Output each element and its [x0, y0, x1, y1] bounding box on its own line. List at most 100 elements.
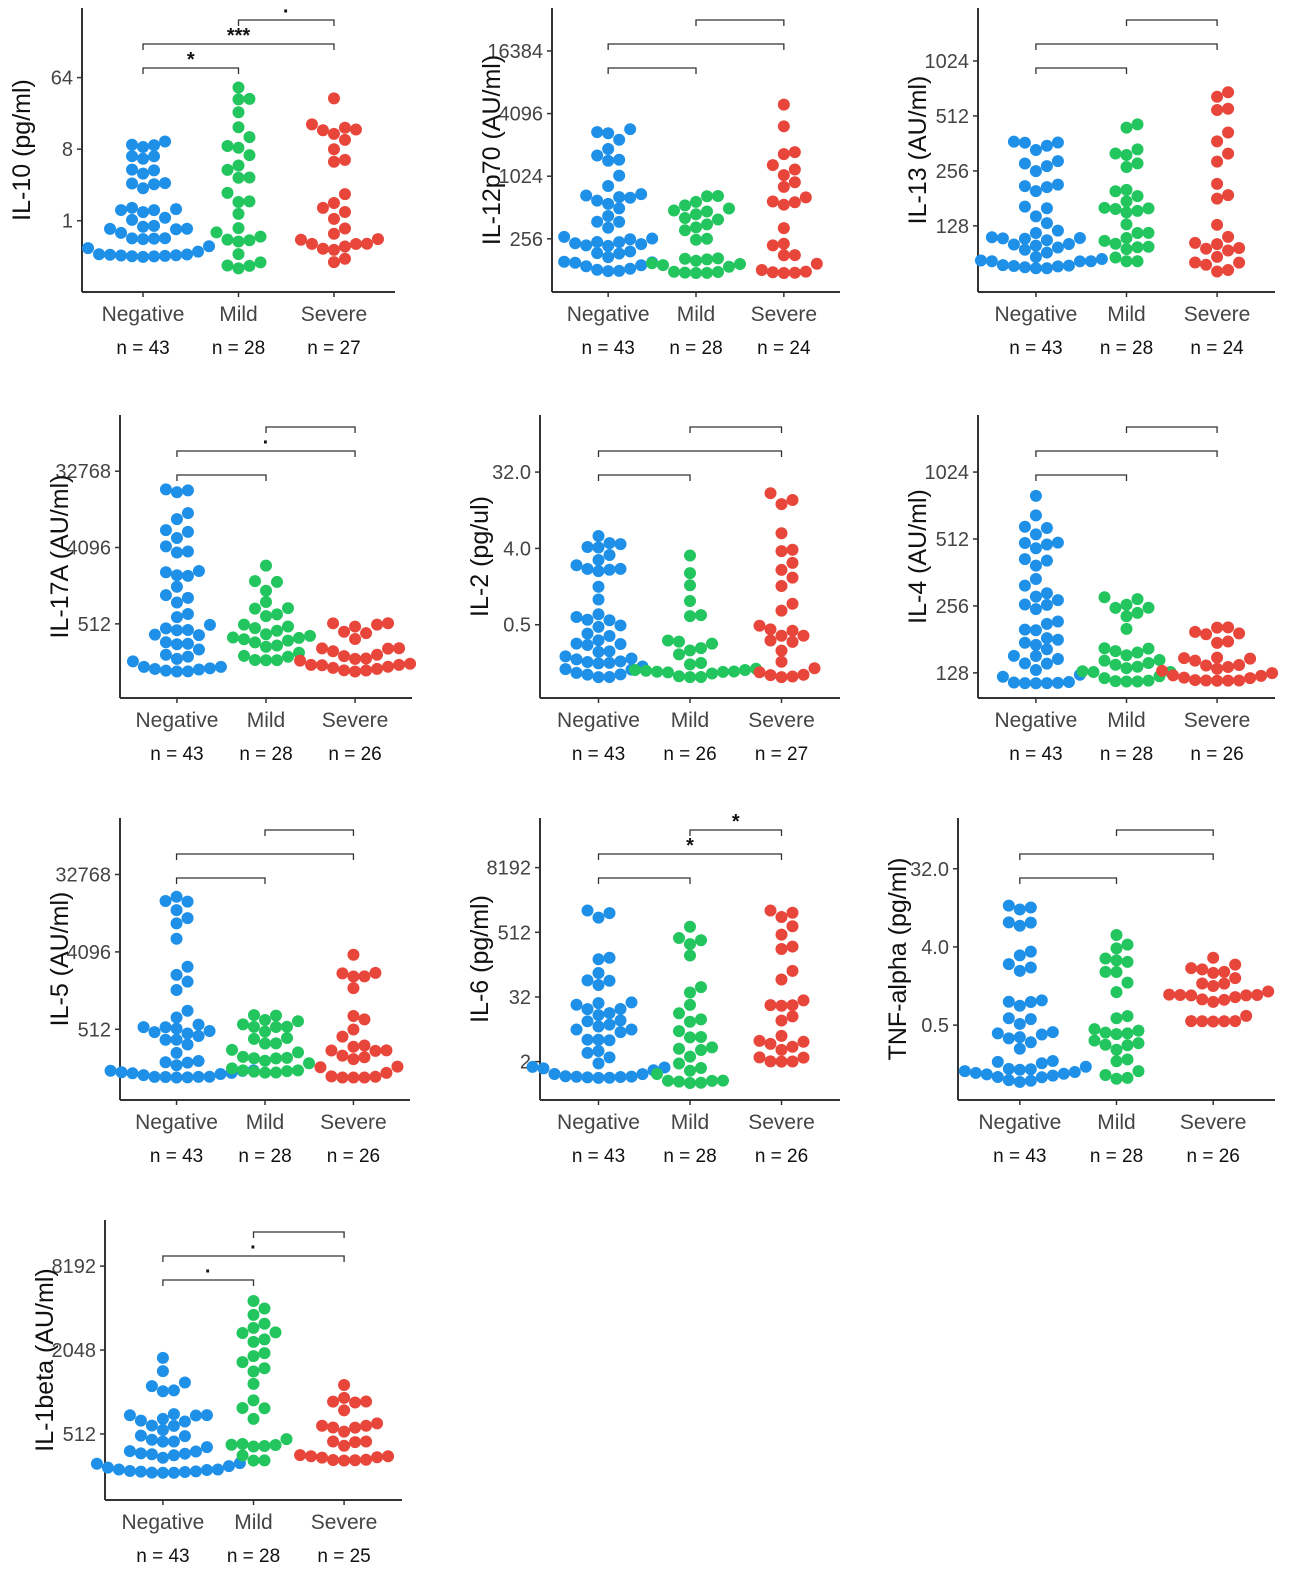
x-tick-label: Severe: [751, 303, 818, 326]
data-point-severe: [371, 618, 384, 631]
data-point-negative: [603, 1007, 616, 1020]
y-tick-label: 2: [520, 1052, 531, 1074]
data-point-negative: [181, 1071, 194, 1084]
data-point-negative: [148, 1070, 161, 1083]
data-point-negative: [137, 1021, 150, 1034]
data-point-severe: [360, 237, 373, 250]
data-point-negative: [1040, 632, 1053, 645]
data-point-mild: [254, 230, 267, 243]
data-point-mild: [282, 620, 294, 633]
data-point-severe: [1222, 674, 1235, 687]
x-tick-label: Negative: [557, 1111, 640, 1134]
data-point-severe: [1178, 652, 1191, 665]
data-point-negative: [170, 624, 183, 637]
data-point-negative: [1040, 262, 1053, 275]
data-point-severe: [1222, 126, 1235, 139]
data-point-negative: [602, 221, 615, 234]
data-point-severe: [316, 124, 329, 137]
data-point-negative: [214, 660, 227, 673]
data-point-severe: [797, 994, 810, 1007]
y-tick-label: 128: [936, 216, 969, 238]
data-point-negative: [996, 259, 1009, 272]
n-label: n = 27: [307, 338, 360, 359]
panel-1: 1 8 64 IL-10 (pg/ml) Negative n = 43 Mild n = 2…: [8, 1, 395, 359]
data-point-negative: [614, 1026, 627, 1039]
significance-label: *: [732, 811, 740, 833]
data-point-severe: [327, 1435, 340, 1448]
n-label: n = 28: [212, 338, 265, 359]
data-point-mild: [1109, 645, 1122, 658]
data-point-mild: [232, 159, 245, 172]
y-axis-label: IL-2 (pg/ul): [466, 496, 494, 617]
data-point-negative: [603, 563, 616, 576]
data-point-negative: [192, 1055, 205, 1068]
data-point-negative: [591, 194, 604, 207]
y-tick-label: 4.0: [503, 538, 531, 560]
data-point-severe: [777, 198, 790, 211]
data-point-negative: [1062, 676, 1075, 689]
data-point-negative: [581, 974, 594, 987]
data-point-negative: [181, 623, 194, 636]
data-point-negative: [1018, 636, 1031, 649]
data-point-negative: [1029, 590, 1042, 603]
data-point-severe: [1222, 230, 1235, 243]
data-point-mild: [1120, 121, 1133, 134]
data-point-severe: [294, 654, 307, 667]
data-point-severe: [797, 629, 810, 642]
data-point-mild: [1109, 601, 1122, 614]
data-point-mild: [1142, 642, 1155, 655]
data-point-negative: [156, 1435, 169, 1448]
data-point-severe: [1211, 636, 1224, 649]
data-point-mild: [238, 633, 250, 646]
data-point-negative: [614, 1003, 627, 1016]
data-point-negative: [592, 1057, 605, 1070]
data-point-severe: [316, 642, 329, 655]
data-point-negative: [570, 559, 583, 572]
data-point-negative: [603, 537, 616, 550]
data-point-negative: [1029, 559, 1042, 572]
data-point-negative: [592, 530, 605, 543]
data-point-severe: [371, 1451, 384, 1464]
data-point-negative: [1062, 238, 1075, 251]
data-point-negative: [148, 1026, 161, 1039]
data-point-severe: [786, 920, 799, 933]
data-point-negative: [614, 655, 627, 668]
data-point-mild: [247, 1377, 260, 1390]
y-tick-label: 1024: [925, 51, 970, 73]
data-point-negative: [1051, 615, 1064, 628]
data-point-negative: [1018, 537, 1031, 550]
data-point-negative: [170, 569, 183, 582]
data-point-mild: [684, 949, 696, 962]
data-point-negative: [1029, 262, 1042, 275]
data-point-severe: [1255, 669, 1268, 682]
data-point-negative: [1040, 657, 1053, 670]
data-point-mild: [221, 186, 234, 199]
data-point-mild: [247, 1350, 260, 1363]
data-point-negative: [1007, 649, 1020, 662]
data-point-negative: [1046, 1026, 1059, 1039]
data-point-mild: [1110, 1043, 1123, 1056]
data-point-negative: [1029, 573, 1042, 586]
data-point-mild: [1120, 662, 1133, 675]
data-point-severe: [369, 1044, 382, 1057]
data-point-negative: [159, 589, 172, 602]
data-point-negative: [181, 975, 194, 988]
data-point-mild: [221, 259, 234, 272]
y-tick-label: 1024: [925, 462, 970, 484]
data-point-mild: [1120, 622, 1133, 635]
data-point-mild: [1121, 1010, 1134, 1023]
data-point-negative: [1024, 916, 1037, 929]
panel-7: 512 4096 32768 IL-5 (AU/ml) Negative n = 43 Mi…: [46, 818, 410, 1167]
data-point-negative: [145, 1466, 158, 1479]
data-point-severe: [1207, 1015, 1220, 1028]
y-axis-label: TNF-alpha (pg/ml): [884, 858, 912, 1061]
data-point-severe: [797, 668, 810, 681]
x-tick-label: Mild: [671, 1111, 710, 1134]
data-point-negative: [526, 1060, 539, 1073]
data-point-severe: [777, 148, 790, 161]
data-point-negative: [170, 1071, 183, 1084]
data-point-negative: [1057, 1067, 1070, 1080]
data-point-mild: [684, 986, 696, 999]
data-point-negative: [170, 611, 183, 624]
data-point-negative: [145, 1433, 158, 1446]
